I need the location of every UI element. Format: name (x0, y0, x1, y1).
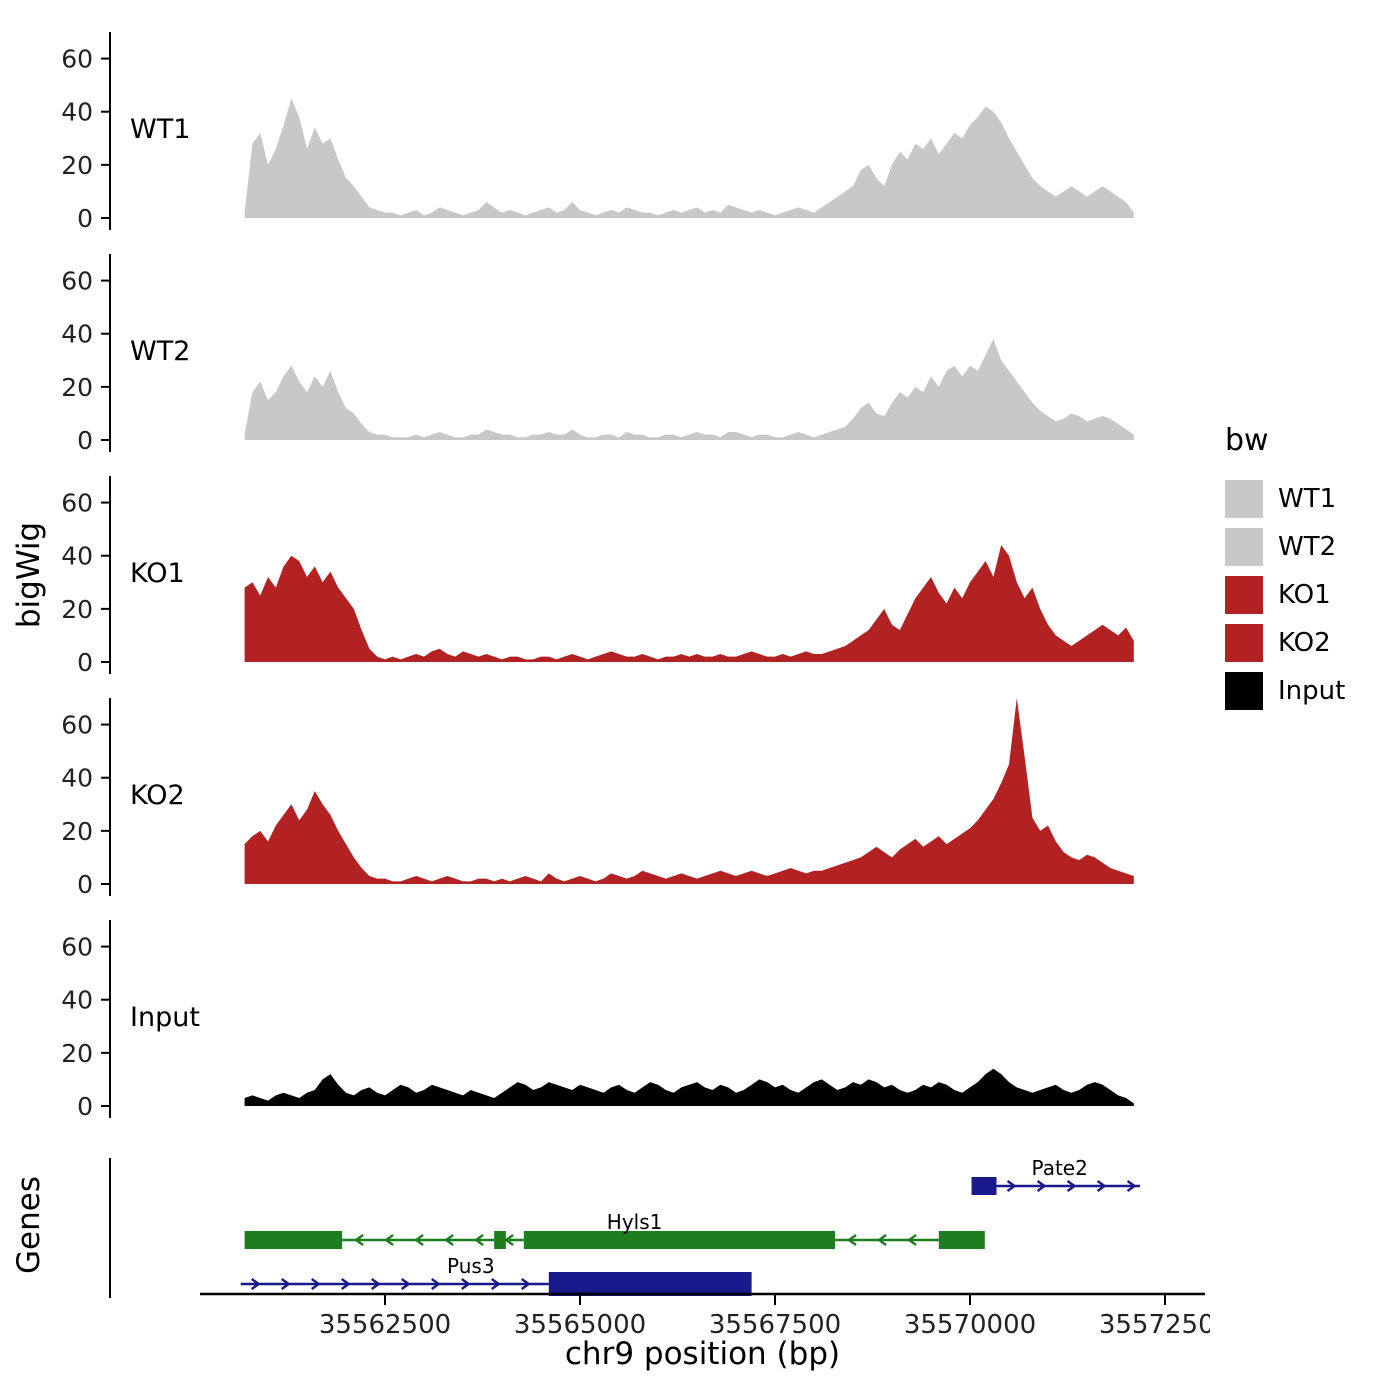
legend-swatch-KO2 (1225, 624, 1263, 662)
strand-arrow-icon (414, 1234, 424, 1246)
legend-item-WT1: WT1 (1225, 480, 1345, 518)
legend-swatch-KO1 (1225, 576, 1263, 614)
gene-exon (523, 1231, 836, 1249)
legend-title: bw (1225, 423, 1269, 458)
gene-exon (971, 1177, 997, 1195)
strand-arrow-icon (846, 1234, 857, 1246)
coverage-area-KO1 (244, 545, 1134, 662)
strand-arrow-icon (474, 1234, 484, 1246)
track-label-WT2: WT2 (130, 336, 190, 367)
y-tick-label: 0 (77, 426, 93, 455)
legend-swatch-WT2 (1225, 528, 1263, 566)
strand-arrow-icon (401, 1278, 411, 1290)
y-tick-label: 40 (61, 320, 93, 349)
gene-Pate2: Pate2 (971, 1156, 1141, 1195)
strand-arrow-icon (504, 1234, 514, 1246)
x-tick-label: 35570000 (904, 1310, 1036, 1340)
track-KO2: 0 20 40 60 KO2 (61, 698, 1134, 899)
track-label-Input: Input (130, 1002, 200, 1033)
track-WT1: 0 20 40 60 WT1 (61, 32, 1134, 233)
y-tick-label: 60 (61, 489, 93, 518)
strand-arrow-icon (281, 1278, 291, 1290)
gene-label-Pate2: Pate2 (1032, 1156, 1088, 1180)
y-tick-label: 40 (61, 986, 93, 1015)
strand-arrow-icon (876, 1234, 887, 1246)
track-Input: 0 20 40 60 Input (61, 920, 1134, 1121)
strand-arrow-icon (311, 1278, 321, 1290)
coverage-area-WT2 (244, 339, 1134, 440)
y-tick-label: 20 (61, 373, 93, 402)
y-tick-label: 60 (61, 933, 93, 962)
strand-arrow-icon (251, 1278, 261, 1290)
track-WT2: 0 20 40 60 WT2 (61, 254, 1134, 455)
gene-Hyls1: Hyls1 (244, 1210, 985, 1249)
y-tick-label: 20 (61, 595, 93, 624)
coverage-area-WT1 (244, 98, 1134, 218)
y-tick-label: 0 (77, 870, 93, 899)
legend-label-Input: Input (1278, 676, 1346, 706)
strand-arrow-icon (906, 1234, 917, 1246)
y-tick-label: 0 (77, 1092, 93, 1121)
strand-arrow-icon (444, 1234, 454, 1246)
legend-item-WT2: WT2 (1225, 528, 1345, 566)
y-tick-label: 60 (61, 711, 93, 740)
legend-swatch-WT1 (1225, 480, 1263, 518)
strand-arrow-icon (1006, 1180, 1017, 1192)
strand-arrow-icon (1126, 1180, 1137, 1192)
strand-arrow-icon (461, 1278, 471, 1290)
strand-arrow-icon (491, 1278, 501, 1290)
x-tick-label: 35565000 (514, 1310, 646, 1340)
legend-label-KO1: KO1 (1278, 580, 1331, 610)
y-tick-label: 40 (61, 764, 93, 793)
legend-items: WT1 WT2 KO1 KO2 Input (1225, 480, 1345, 710)
strand-arrow-icon (431, 1278, 441, 1290)
y-tick-label: 40 (61, 542, 93, 571)
x-tick-label: 35572500 (1099, 1310, 1210, 1340)
strand-arrow-icon (341, 1278, 351, 1290)
gene-Pus3: Pus3 (240, 1254, 752, 1296)
x-tick-label: 35562500 (319, 1310, 451, 1340)
y-tick-label: 60 (61, 45, 93, 74)
x-axis: 35562500 35565000 35567500 35570000 35572500 (200, 1292, 1210, 1340)
strand-arrow-icon (354, 1234, 364, 1246)
coverage-area-Input (244, 1068, 1134, 1106)
track-KO1: 0 20 40 60 KO1 (61, 476, 1134, 677)
y-tick-label: 0 (77, 648, 93, 677)
gene-exon (938, 1231, 985, 1249)
track-label-WT1: WT1 (130, 114, 190, 145)
track-label-KO2: KO2 (130, 780, 185, 811)
gene-label-Hyls1: Hyls1 (607, 1210, 663, 1234)
legend-label-WT2: WT2 (1278, 532, 1337, 562)
legend-label-KO2: KO2 (1278, 628, 1331, 658)
strand-arrow-icon (384, 1234, 394, 1246)
coverage-area-KO2 (244, 698, 1134, 884)
track-label-KO1: KO1 (130, 558, 185, 589)
x-axis-title: chr9 position (bp) (564, 1336, 841, 1372)
gene-exon (548, 1272, 752, 1296)
gene-exon (494, 1231, 506, 1249)
legend-swatch-Input (1225, 672, 1263, 710)
y-tick-label: 20 (61, 1039, 93, 1068)
strand-arrow-icon (1036, 1180, 1047, 1192)
legend-item-Input: Input (1225, 672, 1345, 710)
legend-item-KO2: KO2 (1225, 624, 1345, 662)
gene-label-Pus3: Pus3 (447, 1254, 495, 1278)
x-tick-label: 35567500 (709, 1310, 841, 1340)
strand-arrow-icon (521, 1278, 531, 1290)
y-tick-label: 0 (77, 204, 93, 233)
legend-label-WT1: WT1 (1278, 484, 1337, 514)
legend-item-KO1: KO1 (1225, 576, 1345, 614)
y-tick-label: 60 (61, 267, 93, 296)
genes-panel: Pate2 Hyls1 Pus3 (109, 1156, 1141, 1298)
gene-exon (244, 1231, 343, 1249)
strand-arrow-icon (371, 1278, 381, 1290)
y-tick-label: 20 (61, 817, 93, 846)
y-tick-label: 20 (61, 151, 93, 180)
strand-arrow-icon (1096, 1180, 1107, 1192)
y-tick-label: 40 (61, 98, 93, 127)
legend: bw WT1 WT2 KO1 KO2 Input (1225, 423, 1345, 720)
strand-arrow-icon (1066, 1180, 1077, 1192)
